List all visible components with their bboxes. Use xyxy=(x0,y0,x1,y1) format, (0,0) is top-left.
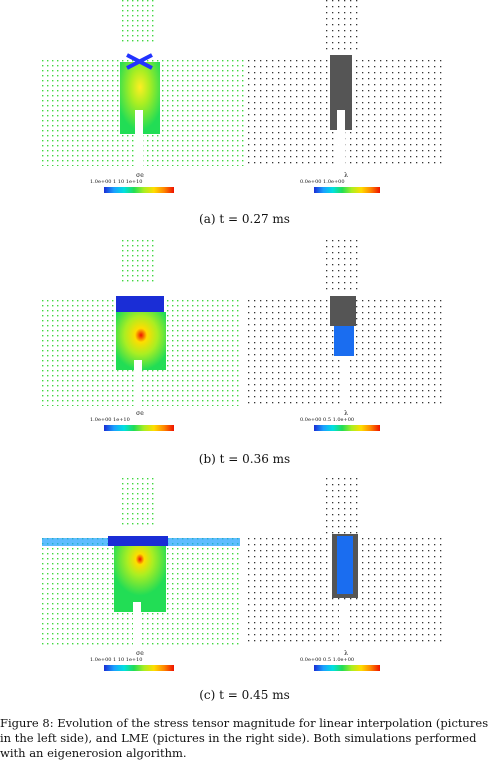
subcaption-a: (a) t = 0.27 ms xyxy=(199,212,290,226)
lme-simulation-b xyxy=(248,240,444,406)
lambda-colorbar-b: λ 0.0e+00 0.5 1.0e+00 xyxy=(300,410,400,434)
colorbar-ticks: 1.0e+00 1 10 1e+10 xyxy=(90,657,143,663)
colorbar-bar xyxy=(314,665,380,671)
colorbar-bar xyxy=(104,425,174,431)
subcaption-c: (c) t = 0.45 ms xyxy=(199,688,290,702)
lme-simulation-a xyxy=(248,0,444,166)
colorbar-symbol: λ xyxy=(344,172,348,179)
colorbar-symbol: σe xyxy=(136,410,144,417)
colorbar-symbol: λ xyxy=(344,410,348,417)
colorbar-symbol: σe xyxy=(136,650,144,657)
colorbar-bar xyxy=(104,665,174,671)
colorbar-symbol: σe xyxy=(136,172,144,179)
linear-simulation-c xyxy=(42,478,240,652)
figure-caption: Figure 8: Evolution of the stress tensor… xyxy=(0,716,489,760)
stress-colorbar-a: σe 1.0e+00 1 10 1e+10 xyxy=(90,172,190,196)
stress-colorbar-c: σe 1.0e+00 1 10 1e+10 xyxy=(90,650,190,674)
lambda-colorbar-a: λ 0.0e+00 1.0e+00 xyxy=(300,172,400,196)
colorbar-bar xyxy=(104,187,174,193)
lambda-colorbar-c: λ 0.0e+00 0.5 1.0e+00 xyxy=(300,650,400,674)
colorbar-ticks: 1.0e+00 1e+10 xyxy=(90,417,130,423)
lme-simulation-c xyxy=(248,478,444,652)
colorbar-ticks: 0.0e+00 0.5 1.0e+00 xyxy=(300,417,355,423)
panel-c: σe 1.0e+00 1 10 1e+10 λ 0.0e+00 0.5 1.0e… xyxy=(0,478,489,708)
colorbar-ticks: 0.0e+00 0.5 1.0e+00 xyxy=(300,657,355,663)
stress-colorbar-b: σe 1.0e+00 1e+10 xyxy=(90,410,190,434)
linear-simulation-a xyxy=(42,0,247,166)
colorbar-bar xyxy=(314,187,380,193)
colorbar-ticks: 1.0e+00 1 10 1e+10 xyxy=(90,179,143,185)
linear-simulation-b xyxy=(42,240,242,408)
colorbar-ticks: 0.0e+00 1.0e+00 xyxy=(300,179,345,185)
panel-b: σe 1.0e+00 1e+10 λ 0.0e+00 0.5 1.0e+00 (… xyxy=(0,240,489,470)
colorbar-bar xyxy=(314,425,380,431)
colorbar-symbol: λ xyxy=(344,650,348,657)
subcaption-b: (b) t = 0.36 ms xyxy=(198,452,291,466)
panel-a: σe 1.0e+00 1 10 1e+10 λ 0.0e+00 1.0e+00 … xyxy=(0,0,489,226)
